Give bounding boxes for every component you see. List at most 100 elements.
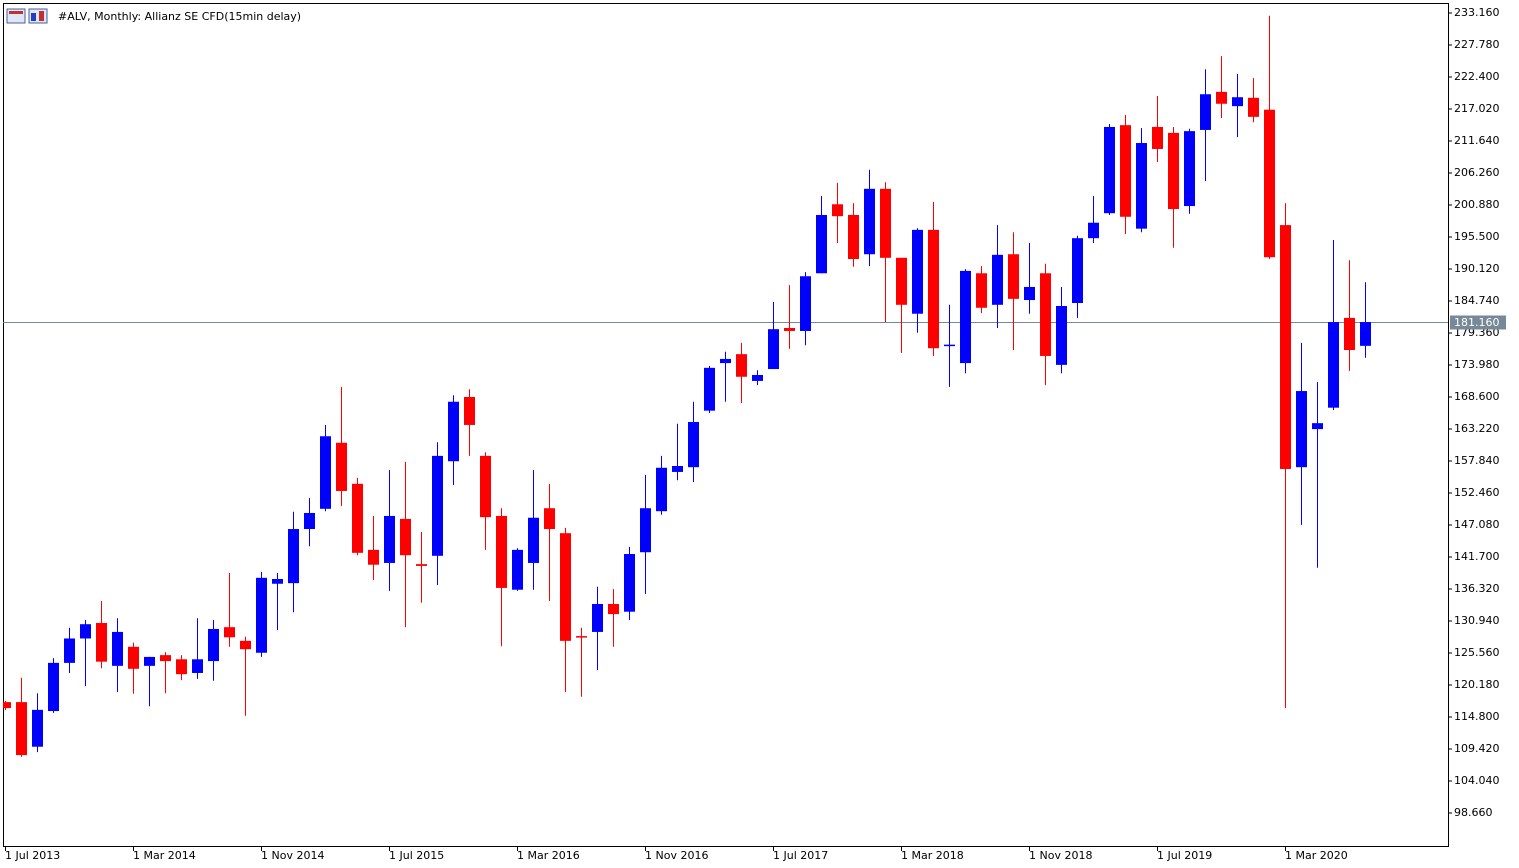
candle-body xyxy=(288,529,299,584)
candle-body xyxy=(880,188,891,258)
candle-body xyxy=(720,358,731,364)
candle-body xyxy=(48,662,59,712)
candle-body xyxy=(1120,125,1131,217)
candle-body xyxy=(928,229,939,349)
candle-body xyxy=(240,640,251,650)
candle-body xyxy=(16,702,27,756)
x-tick-label: 1 Nov 2014 xyxy=(261,849,324,862)
candle-body xyxy=(624,554,635,612)
candle-body xyxy=(960,270,971,364)
candle-body xyxy=(384,515,395,563)
candle-body xyxy=(1056,305,1067,365)
y-tick-label: 163.220 xyxy=(1454,422,1500,435)
candle-body xyxy=(1216,91,1227,104)
x-tick-label: 1 Jul 2013 xyxy=(5,849,60,862)
candle-body xyxy=(80,624,91,639)
y-tick-label: 157.840 xyxy=(1454,454,1500,467)
candle-body xyxy=(976,273,987,308)
candle-body xyxy=(1360,322,1371,346)
candle-body xyxy=(912,229,923,314)
candle-body xyxy=(1104,126,1115,214)
candle-body xyxy=(1024,286,1035,301)
y-tick-label: 168.600 xyxy=(1454,390,1500,403)
candle-body xyxy=(208,628,219,662)
candle-body xyxy=(32,709,43,747)
y-tick-label: 184.740 xyxy=(1454,294,1500,307)
candle-body xyxy=(1232,97,1243,107)
candle-body xyxy=(592,603,603,632)
candle-body xyxy=(848,214,859,259)
y-tick-label: 195.500 xyxy=(1454,230,1500,243)
y-tick-label: 211.640 xyxy=(1454,134,1500,147)
y-tick-label: 109.420 xyxy=(1454,742,1500,755)
candle-body xyxy=(416,564,427,566)
y-tick-label: 217.020 xyxy=(1454,102,1500,115)
candle-body xyxy=(1296,391,1307,468)
candle-body xyxy=(768,329,779,370)
candle-body xyxy=(1008,254,1019,299)
y-tick-label: 114.800 xyxy=(1454,710,1500,723)
candle-body xyxy=(608,603,619,615)
candle-body xyxy=(528,517,539,563)
candle-body xyxy=(432,455,443,556)
candle-body xyxy=(112,631,123,666)
candle-body xyxy=(896,257,907,305)
y-tick-label: 190.120 xyxy=(1454,262,1500,275)
candle-body xyxy=(1264,109,1275,258)
candle-body xyxy=(752,374,763,381)
y-tick-label: 98.660 xyxy=(1454,806,1493,819)
candle-body xyxy=(160,655,171,662)
candle-body xyxy=(1136,143,1147,229)
y-tick-label: 222.400 xyxy=(1454,70,1500,83)
candle-body xyxy=(1280,225,1291,469)
candle-body xyxy=(400,518,411,556)
candle-body xyxy=(672,465,683,472)
y-tick-label: 104.040 xyxy=(1454,774,1500,787)
plot-frame xyxy=(3,3,1449,847)
candle-body xyxy=(1344,317,1355,351)
plot-area xyxy=(3,15,1448,757)
x-tick-label: 1 Mar 2018 xyxy=(901,849,964,862)
candle-body xyxy=(480,455,491,518)
chart-title: #ALV, Monthly: Allianz SE CFD(15min dela… xyxy=(58,10,301,23)
candle-body xyxy=(352,483,363,553)
candle-body xyxy=(1200,94,1211,130)
candle-body xyxy=(144,656,155,666)
candle-body xyxy=(496,515,507,588)
candle-body xyxy=(800,276,811,331)
candle-body xyxy=(1152,126,1163,149)
candle-body xyxy=(304,512,315,530)
candle-body xyxy=(64,638,75,663)
x-tick-label: 1 Jul 2015 xyxy=(389,849,444,862)
x-tick-label: 1 Mar 2014 xyxy=(133,849,196,862)
x-tick-label: 1 Mar 2016 xyxy=(517,849,580,862)
candle-body xyxy=(816,214,827,274)
candle-body xyxy=(448,401,459,462)
candle-body xyxy=(1040,273,1051,356)
x-tick-label: 1 Mar 2020 xyxy=(1285,849,1348,862)
y-tick-label: 233.160 xyxy=(1454,6,1500,19)
candle-body xyxy=(1328,322,1339,408)
x-tick-label: 1 Jul 2019 xyxy=(1157,849,1212,862)
candle-body xyxy=(176,659,187,675)
candle-body xyxy=(464,396,475,425)
candle-body xyxy=(224,627,235,638)
x-tick-label: 1 Nov 2018 xyxy=(1029,849,1092,862)
candle-body xyxy=(544,508,555,530)
y-tick-label: 206.260 xyxy=(1454,166,1500,179)
y-tick-label: 130.940 xyxy=(1454,614,1500,627)
candle-body xyxy=(96,623,107,662)
candle-body xyxy=(1168,132,1179,210)
candle-body xyxy=(1072,238,1083,304)
x-tick-label: 1 Jul 2017 xyxy=(773,849,828,862)
y-tick-label: 125.560 xyxy=(1454,646,1500,659)
candle-body xyxy=(512,549,523,590)
x-tick-label: 1 Nov 2016 xyxy=(645,849,708,862)
candle-body xyxy=(3,702,11,709)
candle-body xyxy=(784,327,795,331)
candle-body xyxy=(272,578,283,584)
y-tick-label: 141.700 xyxy=(1454,550,1500,563)
candle-body xyxy=(736,354,747,377)
y-tick-label: 200.880 xyxy=(1454,198,1500,211)
